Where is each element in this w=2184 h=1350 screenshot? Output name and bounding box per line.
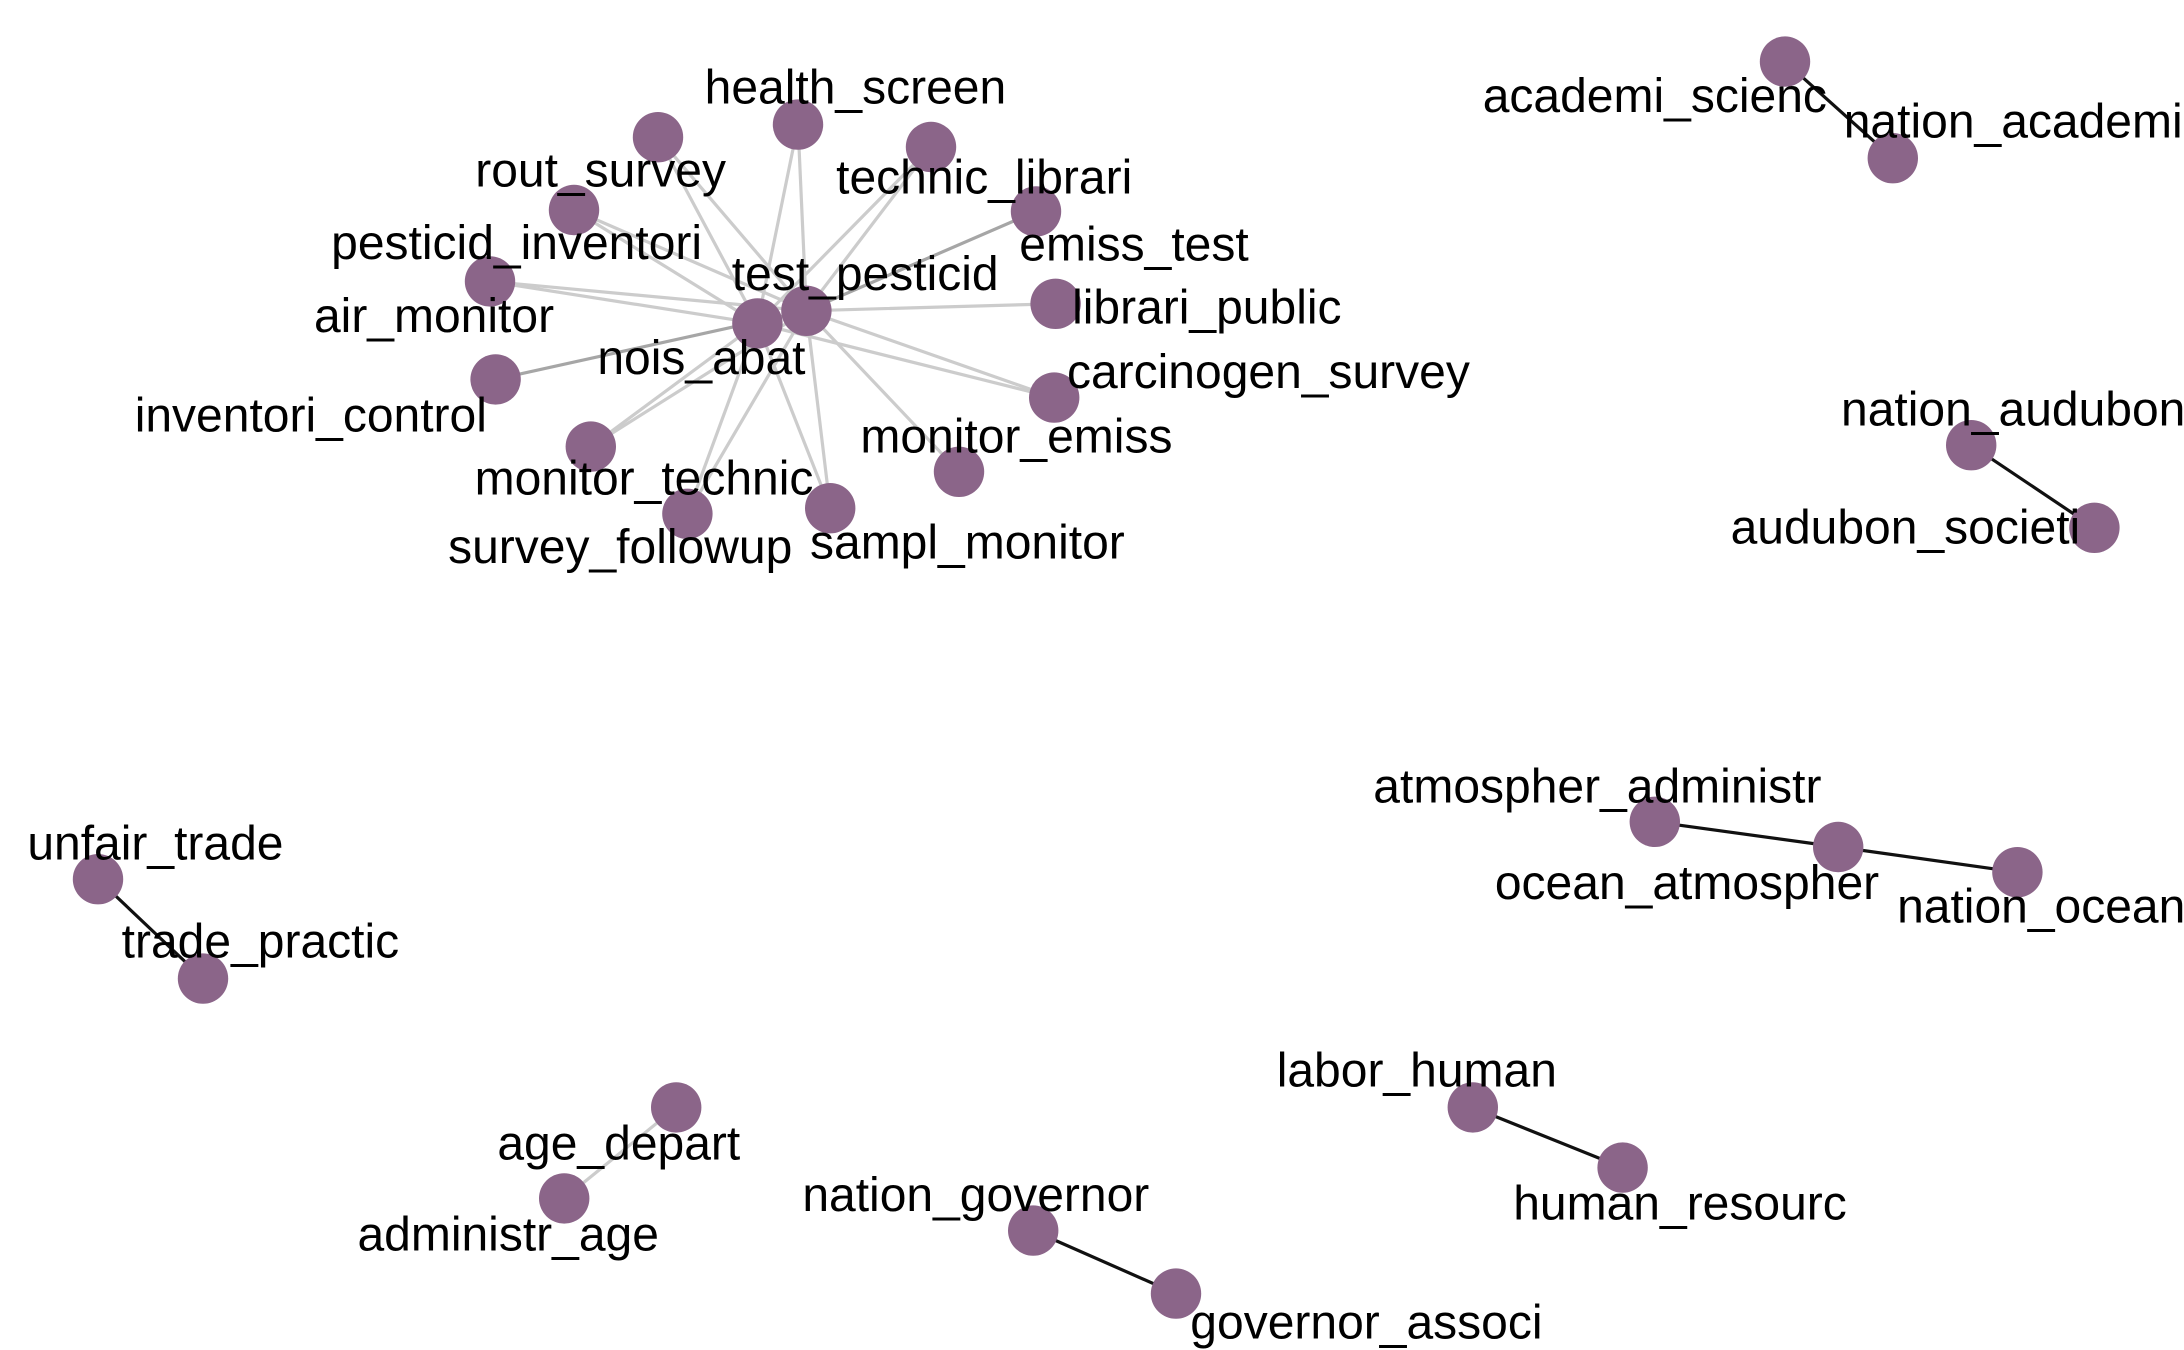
node-librari-public <box>1030 278 1081 329</box>
edge-n29-n30 <box>1031 1228 1178 1296</box>
node-nation-governor <box>1007 1205 1059 1256</box>
node-pesticid-inventori <box>548 184 600 236</box>
node-label-ocean-atmospher: ocean_atmospher <box>1495 857 1879 910</box>
edge-n1-n7 <box>804 209 1038 313</box>
node-nation-ocean <box>1992 847 2043 898</box>
node-label-sampl-monitor: sampl_monitor <box>810 517 1125 570</box>
edge-n1-n14 <box>685 309 809 516</box>
node-sampl-monitor <box>805 483 856 534</box>
node-label-librari-public: librari_public <box>1072 281 1341 334</box>
node-technic-librari <box>905 121 957 173</box>
node-label-inventori-control: inventori_control <box>135 389 487 442</box>
node-unfair-trade <box>72 854 124 905</box>
node-air-monitor <box>464 256 516 307</box>
node-administr-age <box>539 1173 590 1224</box>
nodes-layer <box>72 36 2120 1319</box>
node-emiss-test <box>1010 186 1062 237</box>
node-label-trade-practic: trade_practic <box>122 916 399 969</box>
edge-n2-n14 <box>685 321 760 516</box>
node-label-nation-audubon: nation_audubon <box>1841 384 2184 437</box>
edge-n25-n26 <box>1471 1105 1625 1170</box>
node-label-technic-librari: technic_librari <box>836 151 1132 204</box>
edge-n21-n22 <box>1836 845 2020 874</box>
node-label-administr-age: administr_age <box>357 1208 659 1261</box>
node-nation-audubon <box>1946 420 1997 471</box>
edge-n1-n15 <box>804 309 832 510</box>
node-label-carcinogen-survey: carcinogen_survey <box>1067 346 1470 399</box>
node-label-nation-ocean: nation_ocean <box>1897 881 2184 934</box>
node-academi-scienc <box>1759 36 1811 87</box>
node-nois-abat <box>732 298 783 349</box>
node-age-depart <box>651 1082 702 1133</box>
edge-n1-n3 <box>796 122 809 313</box>
node-ocean-atmospher <box>1813 821 1864 873</box>
node-label-governor-associ: governor_associ <box>1190 1296 1542 1349</box>
node-label-emiss-test: emiss_test <box>1019 218 1248 271</box>
node-label-labor-human: labor_human <box>1277 1044 1557 1097</box>
node-carcinogen-survey <box>1029 372 1080 423</box>
edge-n2-n4 <box>656 135 760 325</box>
node-rout-survey <box>632 112 684 163</box>
node-label-academi-scienc: academi_scienc <box>1483 70 1827 123</box>
node-governor-associ <box>1150 1268 1202 1319</box>
node-label-rout-survey: rout_survey <box>475 144 726 197</box>
node-nation-academi <box>1867 133 1919 184</box>
edge-n1-n4 <box>656 135 809 313</box>
node-label-human-resourc: human_resourc <box>1513 1177 1847 1230</box>
node-label-air-monitor: air_monitor <box>314 290 554 343</box>
node-label-nation-academi: nation_academi <box>1844 95 2183 148</box>
node-labor-human <box>1447 1082 1499 1133</box>
edge-n1-n12 <box>804 309 961 474</box>
edge-n2-n15 <box>755 321 832 510</box>
node-label-monitor-emiss: monitor_emiss <box>860 410 1172 463</box>
edge-n2-n3 <box>755 122 800 325</box>
node-test-pesticid <box>781 285 832 336</box>
node-label-nation-governor: nation_governor <box>802 1169 1149 1222</box>
node-label-test-pesticid: test_pesticid <box>732 248 999 301</box>
node-label-audubon-societi: audubon_societi <box>1731 501 2081 554</box>
node-monitor-technic <box>565 421 616 472</box>
node-atmospher-administr <box>1629 796 1681 847</box>
node-label-nois-abat: nois_abat <box>597 332 805 385</box>
node-audubon-societi <box>2069 502 2120 553</box>
edge-n1-n11 <box>804 309 1056 400</box>
node-label-health-screen: health_screen <box>705 62 1007 115</box>
edge-n2-n13 <box>589 321 760 449</box>
edge-n1-n6 <box>572 208 809 313</box>
edge-n1-n5 <box>804 145 933 313</box>
node-label-age-depart: age_depart <box>497 1117 740 1170</box>
node-survey-followup <box>662 488 713 539</box>
node-human-resourc <box>1597 1142 1648 1193</box>
node-label-atmospher-administr: atmospher_administr <box>1373 760 1821 813</box>
node-monitor-emiss <box>933 446 985 497</box>
edge-n2-n5 <box>755 145 933 325</box>
node-label-unfair-trade: unfair_trade <box>27 818 283 871</box>
edge-n20-n21 <box>1653 820 1840 849</box>
node-label-monitor-technic: monitor_technic <box>475 452 814 505</box>
node-label-pesticid-inventori: pesticid_inventori <box>331 217 702 270</box>
edge-n2-n8 <box>488 279 760 325</box>
edge-n1-n9 <box>804 302 1058 313</box>
labels-layer: test_pesticid nois_abat health_screen rout_… <box>27 62 2184 1350</box>
node-health-screen <box>772 99 824 150</box>
edge-n2-n6 <box>572 208 760 325</box>
node-label-survey-followup: survey_followup <box>448 521 792 574</box>
node-trade-practic <box>177 953 229 1004</box>
node-inventori-control <box>470 354 521 405</box>
